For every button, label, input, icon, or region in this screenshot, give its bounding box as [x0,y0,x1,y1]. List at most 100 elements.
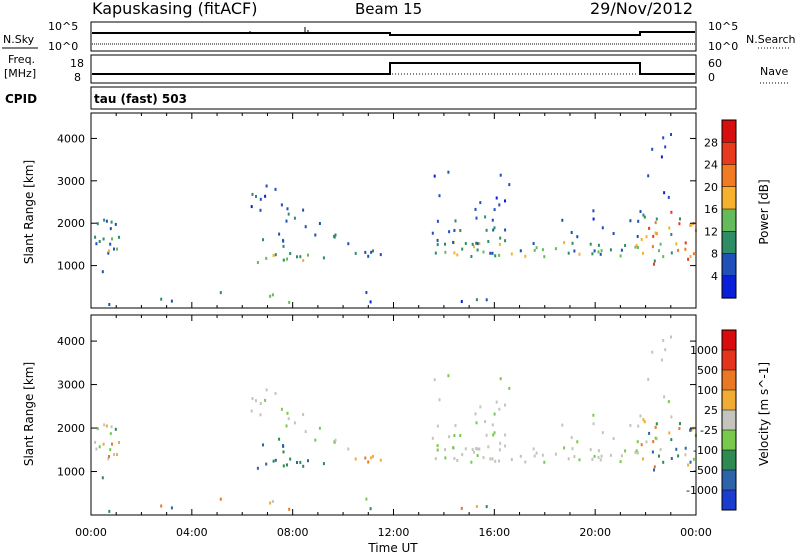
velocity-xticks: 00:00 04:00 08:00 12:00 16:00 20:00 00:00 [75,526,712,539]
velocity-point [635,449,638,453]
velocity-xlabel: Time UT [367,541,418,554]
velocity-point [444,456,447,460]
power-point [116,247,118,251]
colorbar-tick-label: 1000 [690,344,718,357]
velocity-point [675,447,678,451]
power-point [678,222,681,226]
power-point [459,229,462,232]
velocity-point [98,445,101,449]
power-point [670,133,672,136]
velocity-colorbar: 1000 500 100 25 -25 -100 -500 -1000 [686,329,737,511]
colorbar-tick-label: -25 [700,424,718,437]
velocity-point [293,421,296,425]
power-point [645,235,648,239]
colorbar-tick-label: 28 [704,136,718,149]
velocity-xtick-label: 00:00 [75,526,107,539]
velocity-point [619,460,622,464]
power-point [280,203,283,207]
power-point [452,240,455,244]
power-point [448,230,451,234]
power-point [654,221,657,225]
power-point [454,219,457,223]
colorbar-swatch [722,410,736,431]
nsky-tick-top: 10^5 [48,20,78,33]
power-point [302,259,305,262]
velocity-point [434,457,437,461]
velocity-point [491,423,494,427]
velocity-point [102,442,105,446]
velocity-point [264,398,267,402]
power-point [464,242,467,245]
velocity-point [289,457,292,461]
power-point [256,261,259,264]
power-point [592,209,595,213]
power-point [287,212,290,216]
velocity-point [597,455,600,459]
velocity-point [286,411,289,415]
velocity-point [592,422,595,426]
power-point [307,253,309,257]
power-point [476,242,479,246]
velocity-xtick-label: 20:00 [579,526,611,539]
colorbar-tick-label: 12 [704,225,718,238]
power-point [533,248,536,252]
velocity-point [482,456,485,460]
colorbar-swatch [722,450,736,471]
power-point [299,255,302,259]
power-point [485,298,488,302]
power-point [636,246,639,249]
vel-ytick-label: 3000 [57,379,85,392]
velocity-point [322,462,325,466]
nsky-line [92,31,695,36]
velocity-point [108,455,110,458]
colorbar-swatch [722,370,736,391]
velocity-point [498,459,501,463]
velocity-point [461,453,464,457]
velocity-point [269,501,272,505]
velocity-point [664,348,667,352]
colorbar-tick-label: 20 [704,181,718,194]
velocity-point [533,454,536,458]
power-point [259,208,262,212]
power-point [508,183,511,187]
power-point [114,222,117,226]
power-point [635,243,638,247]
velocity-point [519,454,522,458]
velocity-point [653,468,655,472]
power-point [475,298,478,302]
colorbar-swatch [722,231,736,255]
velocity-point [473,450,475,454]
power-point [436,219,439,223]
power-point [278,232,281,236]
power-point [662,255,665,259]
velocity-point [265,388,268,392]
colorbar-swatch [722,470,736,491]
velocity-point [634,451,637,455]
power-ylabel: Slant Range [km] [22,160,36,264]
power-point [642,251,644,255]
power-point [296,255,298,259]
velocity-xtick-label: 08:00 [277,526,309,539]
velocity-point [285,424,288,428]
velocity-point [498,448,501,452]
velocity-point [498,407,501,411]
vel-ytick-label: 2000 [57,422,85,435]
velocity-point [262,443,264,447]
power-point [436,243,439,247]
colorbar-swatch [722,120,736,143]
velocity-point [660,358,663,362]
power-ytick-label: 4000 [57,132,85,145]
velocity-point [367,460,370,464]
velocity-point [288,507,291,511]
velocity-point [645,440,648,444]
colorbar-tick-label: 8 [711,248,718,261]
velocity-point [677,454,680,458]
colorbar-tick-label: 24 [704,159,718,172]
power-data-points [94,133,697,306]
velocity-point [642,418,645,422]
power-point [372,249,374,253]
velocity-point [567,457,570,461]
power-point [271,293,274,297]
velocity-point [255,399,257,403]
colorbar-swatch [722,209,736,232]
